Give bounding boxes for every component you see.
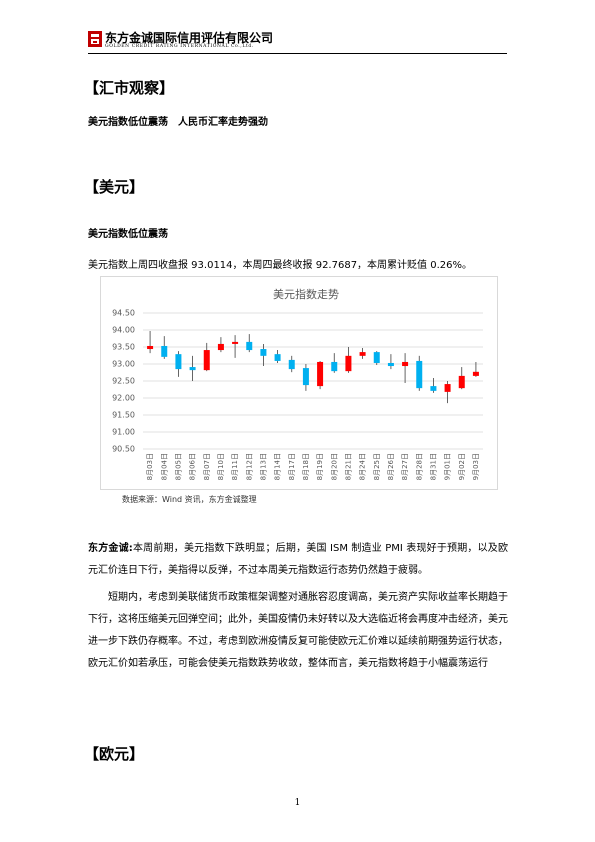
candle-body — [189, 367, 196, 371]
x-tick-label: 9月02日 — [458, 453, 466, 480]
candle-body — [274, 354, 281, 361]
usd-subtitle: 美元指数低位震荡 — [88, 229, 168, 240]
x-tick-label: 8月25日 — [373, 453, 381, 480]
candle-body — [175, 354, 182, 370]
usd-title: 【美元】 — [84, 178, 145, 196]
x-tick-label: 8月03日 — [146, 453, 154, 480]
comment: 东方金诚:本周前期，美元指数下跌明显；后期，美国 ISM 制造业 PMI 表现好… — [88, 538, 508, 582]
x-tick-label: 9月03日 — [472, 453, 480, 480]
candle-body — [288, 359, 295, 370]
x-tick-label: 8月13日 — [259, 453, 267, 480]
candle-body — [402, 361, 409, 367]
x-tick-label: 8月17日 — [288, 453, 296, 480]
x-tick-label: 8月31日 — [429, 453, 437, 480]
x-tick-label: 8月18日 — [302, 453, 310, 480]
x-tick-label: 8月28日 — [415, 453, 423, 480]
candle-body — [232, 341, 239, 344]
y-tick-label: 90.50 — [112, 445, 135, 454]
y-tick-label: 94.00 — [112, 326, 135, 335]
logo — [88, 31, 102, 47]
section-title: 【汇市观察】 — [84, 79, 175, 97]
x-tick-label: 8月11日 — [231, 453, 239, 480]
x-tick-label: 8月14日 — [274, 453, 282, 480]
x-tick-label: 8月06日 — [189, 453, 197, 480]
y-tick-label: 92.50 — [112, 377, 135, 386]
x-tick-label: 8月07日 — [203, 453, 211, 480]
candle-body — [430, 386, 437, 391]
x-tick-label: 8月10日 — [217, 453, 225, 480]
candle-body — [359, 352, 366, 356]
x-tick-label: 8月05日 — [174, 453, 182, 480]
x-tick-label: 8月24日 — [359, 453, 367, 480]
candle-body — [203, 350, 210, 371]
outlook: 短期内，考虑到美联储货币政策框架调整对通胀容忍度调高，美元资产实际收益率长期趋于… — [88, 592, 508, 669]
y-tick-label: 93.00 — [112, 360, 135, 369]
chart-title: 美元指数走势 — [273, 287, 339, 301]
x-tick-label: 8月19日 — [316, 453, 324, 480]
candle-body — [161, 345, 168, 357]
candle-body — [302, 368, 309, 386]
y-tick-label: 91.00 — [112, 428, 135, 437]
page-number: 1 — [294, 798, 301, 808]
candle-body — [373, 352, 380, 363]
x-tick-label: 9月01日 — [444, 453, 452, 480]
candle-body — [416, 360, 423, 389]
candle-body — [444, 384, 451, 392]
candle-body — [317, 361, 324, 387]
candle-body — [472, 371, 479, 376]
x-tick-label: 8月27日 — [401, 453, 409, 480]
source: 数据来源：Wind 资讯，东方金诚整理 — [122, 495, 257, 504]
candle-body — [345, 355, 352, 372]
company-name: 东方金诚国际信用评估有限公司 — [105, 31, 274, 45]
candle-body — [147, 345, 154, 350]
candle-body — [331, 361, 338, 372]
candle-body — [246, 341, 253, 351]
x-tick-label: 8月04日 — [160, 453, 168, 480]
x-tick-label: 8月26日 — [387, 453, 395, 480]
comment-text: 本周前期，美元指数下跌明显；后期，美国 ISM 制造业 PMI 表现好于预期，以… — [88, 543, 509, 576]
company-name-en: GOLDEN CREDIT RATING INTERNATIONAL Co.,L… — [105, 44, 254, 49]
y-tick-label: 91.50 — [112, 411, 135, 420]
comment-lead: 东方金诚: — [88, 543, 133, 554]
candle-body — [458, 375, 465, 389]
x-tick-label: 8月21日 — [344, 453, 352, 480]
candle-body — [217, 343, 224, 351]
usd-intro: 美元指数上周四收盘报 93.0114，本周四最终收报 92.7687，本周累计贬… — [88, 260, 473, 271]
x-tick-label: 8月12日 — [245, 453, 253, 480]
headline: 美元指数低位震荡 人民币汇率走势强劲 — [88, 117, 268, 128]
candle-body — [387, 362, 394, 367]
y-tick-label: 92.00 — [112, 394, 135, 403]
eur-title: 【欧元】 — [84, 745, 145, 763]
y-tick-label: 93.50 — [112, 343, 135, 352]
y-tick-label: 94.50 — [112, 309, 135, 318]
chart: 美元指数走势 90.50 91.00 91.50 92.00 92.50 93.00 93.… — [100, 276, 498, 490]
candle-body — [260, 349, 267, 356]
header-rule — [88, 53, 507, 54]
x-tick-label: 8月20日 — [330, 453, 338, 480]
